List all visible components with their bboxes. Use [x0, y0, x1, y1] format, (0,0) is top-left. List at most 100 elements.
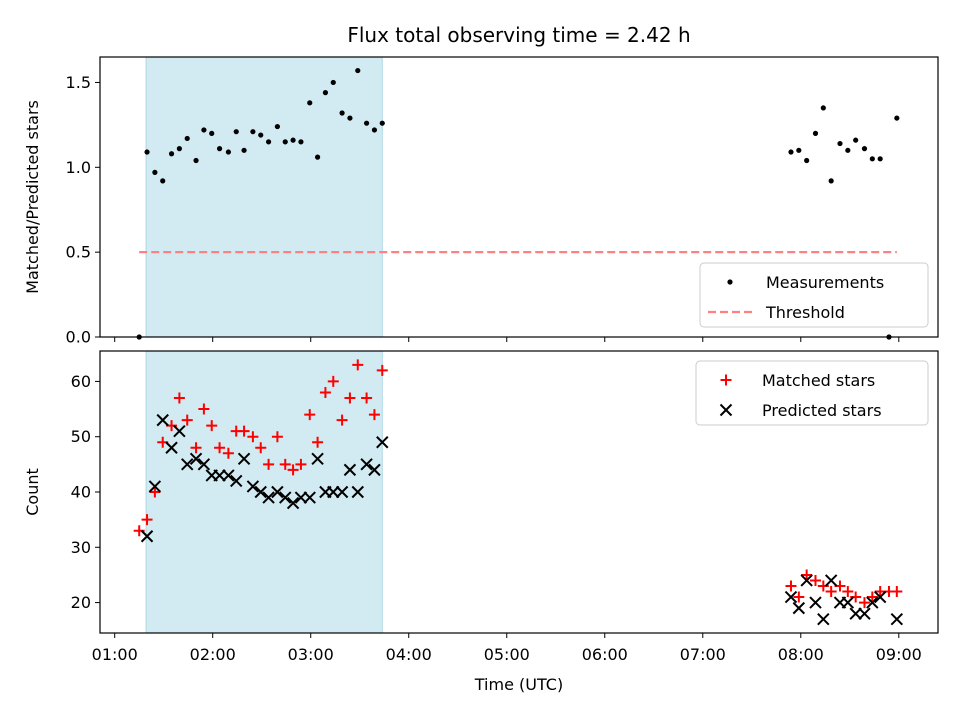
ratio-panel-series-measurements-point-40 [861, 146, 868, 152]
ratio-panel-series-measurements-point-18 [282, 139, 288, 145]
x-axis-title: Time (UTC) [474, 675, 563, 694]
ratio-panel-series-measurements-point-1 [144, 149, 150, 155]
count-panel-series-matched-stars-point-0 [133, 525, 145, 537]
count-panel-series-matched-stars-point-13 [238, 425, 250, 437]
count-panel-series-predicted-stars-point-25 [343, 463, 357, 477]
ratio-panel-series-measurements-point-25 [339, 110, 345, 116]
count-panel-series-matched-stars-point-27 [352, 359, 364, 371]
count-panel-series-matched-stars-point-28 [361, 392, 373, 404]
count-panel-series-predicted-stars-point-32 [800, 574, 813, 587]
count-panel-series-predicted-stars-point-39 [858, 607, 871, 620]
count-panel-series-matched-stars-point-38 [842, 586, 854, 598]
count-panel-series-predicted-stars-point-19 [294, 491, 308, 504]
count-panel-series-predicted-stars-point-10 [222, 469, 235, 482]
x-tick-label-6: 07:00 [680, 645, 726, 664]
ratio-panel-series-measurements-point-19 [290, 137, 296, 143]
ratio-panel-series-measurements-point-21 [307, 100, 313, 106]
count-panel-series-predicted-stars-point-20 [303, 491, 316, 504]
ratio-panel-series-measurements-point-44 [894, 115, 900, 121]
count-panel-series-matched-stars-point-21 [304, 409, 316, 421]
count-panel-series-matched-stars-point-18 [279, 458, 291, 470]
count-panel-series-matched-stars-point-31 [785, 580, 797, 592]
ratio-panel-series-measurements-point-20 [298, 139, 304, 145]
ratio-panel-series-measurements-point-13 [241, 147, 247, 153]
x-tick-label-7: 08:00 [778, 645, 824, 664]
count-panel-series-matched-stars-point-44 [891, 586, 903, 598]
count-panel-series-predicted-stars-point-27 [360, 458, 373, 471]
ratio-panel-series-measurements-point-6 [184, 135, 190, 142]
ratio-panel-series-measurements-point-16 [265, 139, 272, 145]
count-panel-series-matched-stars-point-5 [173, 392, 185, 404]
count-panel-y-tick-label-4: 60 [71, 372, 91, 391]
count-panel-series-predicted-stars-point-3 [165, 441, 178, 454]
ratio-panel-series-measurements-point-14 [250, 129, 256, 135]
ratio-panel-series-measurements-point-11 [225, 149, 231, 155]
ratio-panel-series-measurements-point-28 [363, 120, 370, 126]
ratio-panel-series-measurements-point-24 [330, 79, 336, 86]
ratio-panel-series-measurements-point-38 [845, 147, 851, 153]
count-panel-series-predicted-stars-point-28 [368, 463, 381, 477]
count-panel-series-matched-stars-point-11 [222, 447, 234, 459]
count-panel-legend-item-1-label: Predicted stars [762, 401, 882, 420]
x-tick-label-4: 05:00 [484, 645, 530, 664]
count-panel-series-matched-stars-point-14 [247, 431, 259, 443]
count-panel-legend: Matched stars Predicted stars [695, 360, 929, 426]
ratio-panel-series-measurements-point-3 [160, 178, 166, 184]
ratio-panel-series-measurements-point-31 [788, 149, 794, 155]
ratio-panel-frame [99, 56, 939, 338]
count-panel-series-predicted-stars-point-30 [784, 590, 798, 604]
count-panel-legend-item-0-marker [720, 374, 732, 386]
ratio-panel-series-measurements-point-8 [201, 127, 207, 133]
count-panel-series-predicted-stars-point-35 [824, 574, 838, 587]
count-panel-legend-item-0-label: Matched stars [762, 371, 875, 390]
ratio-panel-series-measurements-point-22 [314, 154, 321, 160]
ratio-panel-y-tick-label-1: 0.5 [66, 243, 91, 262]
count-panel-series-matched-stars-point-20 [295, 458, 307, 470]
count-panel-y-axis-title: Count [23, 468, 42, 516]
count-panel-series-matched-stars-point-32 [793, 591, 805, 603]
count-panel-series-predicted-stars-point-6 [189, 452, 203, 466]
ratio-panel-series-measurements-point-35 [820, 105, 826, 111]
ratio-panel-series-measurements-point-4 [168, 151, 175, 157]
ratio-panel-legend-box [699, 262, 929, 328]
count-panel-series-predicted-stars-point-18 [286, 496, 300, 510]
count-panel-series-matched-stars-point-36 [825, 586, 837, 598]
count-panel-series-matched-stars-point-6 [181, 414, 193, 426]
count-panel-series-matched-stars-point-29 [368, 409, 380, 421]
count-panel-series-predicted-stars-point-14 [254, 485, 267, 499]
count-panel-series-predicted-stars-point-0 [140, 530, 154, 543]
count-panel-series-matched-stars-point-19 [287, 464, 299, 476]
count-panel-series-matched-stars-point-30 [376, 364, 388, 376]
ratio-panel-legend-item-0-marker [727, 279, 733, 285]
ratio-panel-series-measurements-point-39 [853, 137, 859, 143]
count-panel-series-predicted-stars-point-38 [849, 607, 862, 620]
count-panel-series-matched-stars-point-1 [141, 514, 153, 526]
count-panel-y-tick-label-1: 30 [71, 538, 91, 557]
ratio-panel-legend: Measurements Threshold [699, 262, 929, 328]
count-panel-series-matched-stars-point-7 [190, 442, 202, 454]
ratio-panel-series-measurements-point-41 [869, 156, 875, 162]
count-panel-series-matched-stars-point-26 [344, 392, 356, 404]
count-panel-series-matched-stars-point-35 [817, 580, 829, 592]
count-panel: Count 20 30 40 50 60 01:00 02:00 03:00 04:00 05:0… [23, 350, 939, 664]
count-panel-series-predicted-stars-point-42 [890, 612, 904, 626]
count-panel-series-matched-stars-point-23 [319, 386, 331, 398]
count-panel-series-predicted-stars-point-9 [213, 469, 226, 482]
ratio-panel-series-measurements-point-15 [258, 132, 264, 138]
ratio-panel-series-measurements-point-2 [152, 169, 158, 175]
count-panel-series-predicted-stars-point-2 [156, 413, 169, 427]
ratio-panel-y-tick-label-2: 1.0 [66, 158, 91, 177]
count-panel-series-predicted-stars-point-4 [173, 424, 186, 438]
ratio-panel-series-measurements-point-27 [355, 67, 361, 74]
count-panel-series-matched-stars-point-17 [271, 431, 283, 443]
ratio-panel-series-measurements-point-37 [837, 140, 843, 147]
ratio-panel-series-measurements-point-26 [347, 115, 353, 121]
count-panel-legend-box [695, 360, 929, 426]
count-panel-series-predicted-stars-point-7 [197, 458, 211, 471]
count-panel-series-predicted-stars-point-24 [335, 485, 349, 499]
count-panel-series-predicted-stars-point-15 [262, 491, 275, 504]
count-panel-y-tick-label-2: 40 [71, 483, 91, 502]
count-panel-y-tick-label-3: 50 [71, 427, 91, 446]
count-panel-series-predicted-stars-point-21 [311, 452, 324, 466]
x-tick-label-3: 04:00 [386, 645, 432, 664]
